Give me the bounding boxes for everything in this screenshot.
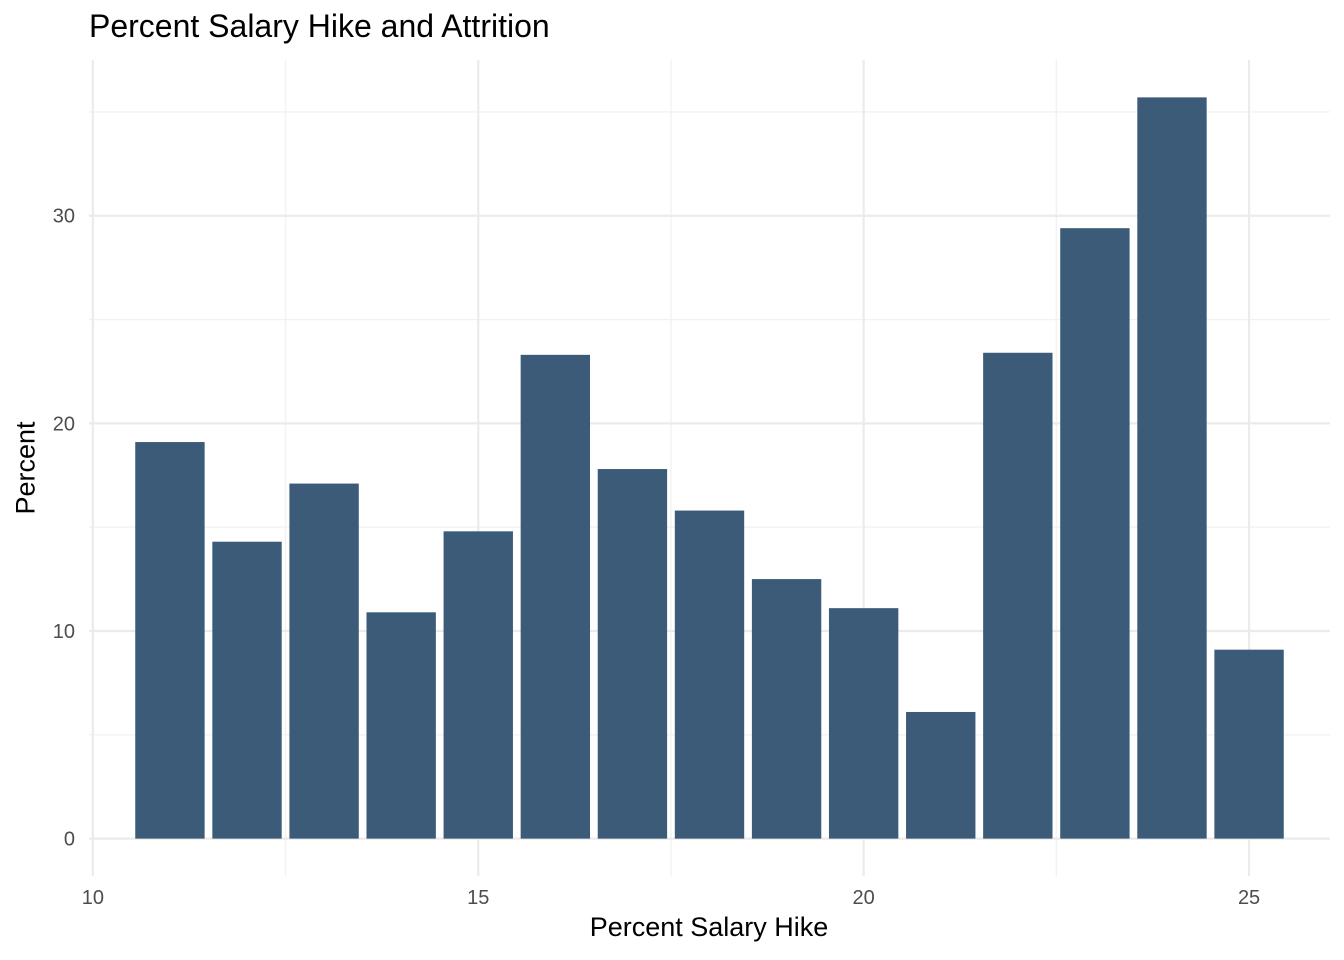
bar <box>983 352 1053 839</box>
bar <box>1137 97 1207 839</box>
bar <box>674 510 745 839</box>
bar <box>751 579 822 839</box>
y-tick-label: 0 <box>64 829 75 851</box>
bar <box>597 469 668 839</box>
bar <box>212 541 282 839</box>
x-tick-label: 25 <box>1238 887 1260 909</box>
x-tick-label: 15 <box>467 887 489 909</box>
y-tick-label: 20 <box>53 413 75 435</box>
bar <box>520 354 591 839</box>
x-tick-label: 10 <box>82 887 104 909</box>
bar <box>366 612 436 839</box>
bar <box>289 483 359 839</box>
bar <box>1060 228 1130 839</box>
y-tick-label: 30 <box>53 206 75 228</box>
chart-title: Percent Salary Hike and Attrition <box>89 8 550 44</box>
y-tick-label: 10 <box>53 621 75 643</box>
x-axis-title: Percent Salary Hike <box>589 912 829 942</box>
y-axis-title: Percent <box>10 421 41 515</box>
bar <box>443 531 513 839</box>
bar <box>828 608 899 839</box>
x-tick-label: 20 <box>853 887 875 909</box>
bar <box>906 711 976 839</box>
bar <box>1214 649 1284 839</box>
bar <box>135 442 205 839</box>
